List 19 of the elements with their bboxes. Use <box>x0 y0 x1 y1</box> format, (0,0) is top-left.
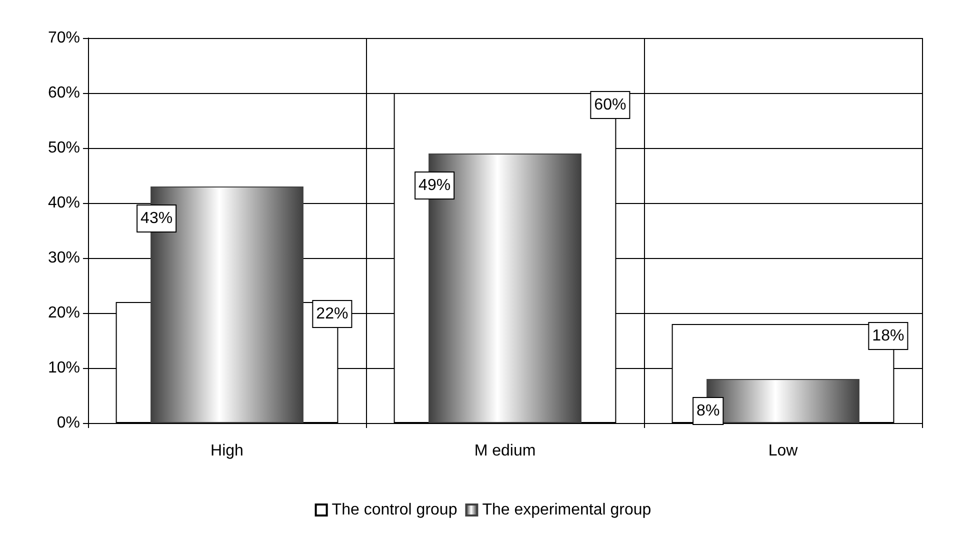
y-tick-label: 30% <box>48 250 80 266</box>
y-tick-label: 0% <box>56 414 80 432</box>
y-tick-label: 20% <box>48 304 80 322</box>
legend-label: The experimental group <box>482 502 652 518</box>
y-tick-label: 70% <box>48 30 80 46</box>
data-label: 22% <box>316 306 348 322</box>
data-label: 49% <box>418 177 451 194</box>
y-tick-label: 60% <box>48 84 80 102</box>
y-tick-label: 50% <box>48 140 80 156</box>
data-label: 8% <box>696 402 720 420</box>
data-label: 18% <box>872 328 904 344</box>
legend-label: The control group <box>332 502 458 518</box>
x-tick-label: High <box>210 442 244 460</box>
data-label: 60% <box>594 96 626 114</box>
data-label: 43% <box>140 210 173 227</box>
y-tick-label: 10% <box>48 360 80 376</box>
y-tick-label: 40% <box>48 194 80 212</box>
x-tick-label: M edium <box>474 442 536 460</box>
x-tick-label: Low <box>768 442 798 460</box>
